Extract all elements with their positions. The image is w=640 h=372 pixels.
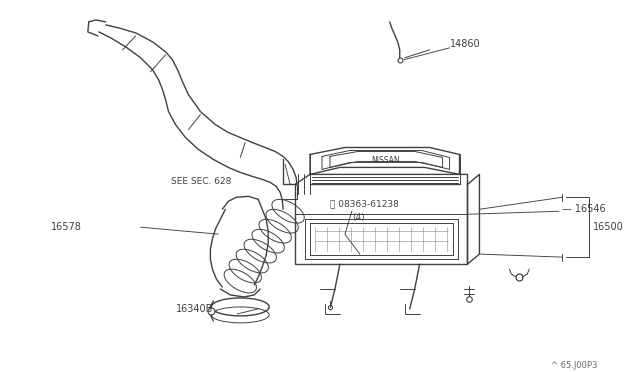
Text: NISSAN: NISSAN [371, 156, 400, 165]
Text: 16578: 16578 [51, 222, 82, 232]
Text: 16500: 16500 [593, 222, 624, 232]
Text: ^ 65.J00P3: ^ 65.J00P3 [550, 361, 597, 370]
Text: — 16546: — 16546 [562, 204, 606, 214]
Text: SEE SEC. 628: SEE SEC. 628 [170, 177, 231, 186]
Text: Ⓢ 08363-61238: Ⓢ 08363-61238 [330, 200, 399, 209]
Text: (4): (4) [352, 213, 365, 222]
Text: 16340B: 16340B [175, 304, 213, 314]
Text: 14860: 14860 [449, 39, 480, 49]
